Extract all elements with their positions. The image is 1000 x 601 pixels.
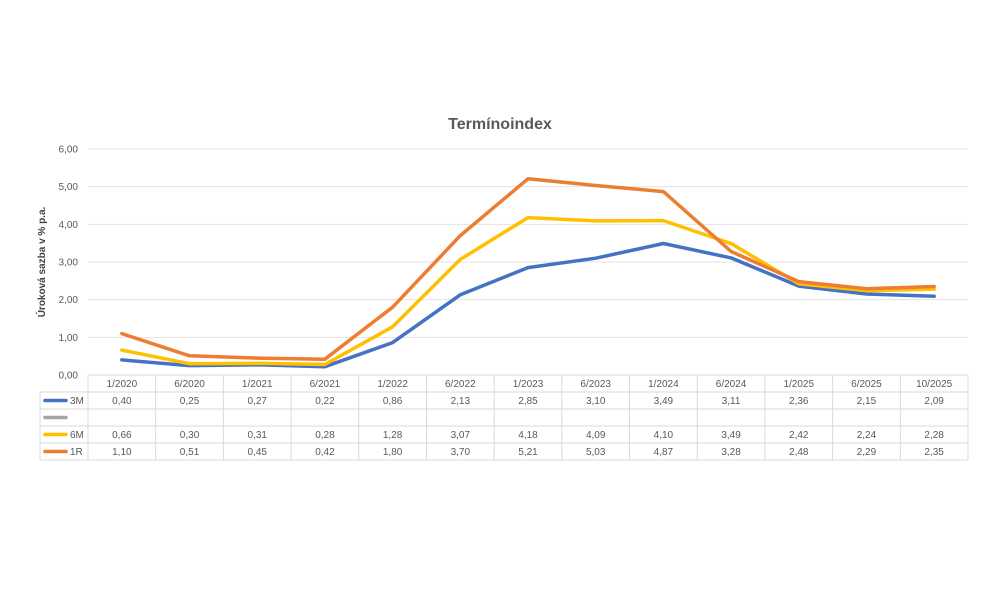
x-tick-label: 1/2023 — [513, 379, 544, 390]
table-cell-value: 0,51 — [180, 447, 200, 458]
table-cell-value: 0,66 — [112, 430, 132, 441]
x-tick-label: 10/2025 — [916, 379, 953, 390]
table-cell-value: 4,10 — [654, 430, 674, 441]
data-table: 1/2020 6/2020 1/2021 6/2021 1/2022 6/2022 1/20… — [39, 374, 969, 461]
table-cell-value: 2,29 — [857, 447, 877, 458]
legend-label: 3M — [70, 396, 84, 407]
y-tick-label: 3,00 — [59, 258, 79, 269]
table-cell-value: 1,80 — [383, 447, 403, 458]
table-cell-value: 2,35 — [924, 447, 944, 458]
series-lines — [120, 177, 936, 369]
table-cell-value: 0,45 — [247, 447, 267, 458]
x-tick-label: 6/2021 — [310, 379, 341, 390]
x-tick-label: 1/2025 — [783, 379, 814, 390]
table-cell-value: 2,09 — [924, 396, 944, 407]
table-cell-value: 0,86 — [383, 396, 403, 407]
table-cell-value: 1,10 — [112, 447, 132, 458]
x-tick-label: 1/2020 — [107, 379, 138, 390]
y-tick-label: 1,00 — [59, 333, 79, 344]
series-line-6m — [120, 215, 936, 367]
table-cell-value: 0,27 — [247, 396, 267, 407]
y-tick-label: 4,00 — [59, 220, 79, 231]
table-cell-value: 4,09 — [586, 430, 606, 441]
table-cell-value: 5,21 — [518, 447, 538, 458]
table-cell-value: 4,87 — [654, 447, 674, 458]
gridlines — [88, 148, 968, 376]
table-cell-value: 0,28 — [315, 430, 335, 441]
table-cell-value: 2,42 — [789, 430, 809, 441]
table-cell-value: 3,07 — [451, 430, 471, 441]
x-tick-label: 6/2025 — [851, 379, 882, 390]
table-cell-value: 3,10 — [586, 396, 606, 407]
table-cell-value: 1,28 — [383, 430, 403, 441]
table-cell-value: 3,28 — [721, 447, 741, 458]
series-line-1r — [120, 177, 936, 361]
table-cell-value: 0,31 — [247, 430, 267, 441]
x-tick-label: 1/2022 — [377, 379, 408, 390]
table-cell-value: 3,49 — [721, 430, 741, 441]
table-cell-value: 2,15 — [857, 396, 877, 407]
table-cell-value: 0,40 — [112, 396, 132, 407]
table-cell-value: 0,25 — [180, 396, 200, 407]
y-tick-label: 5,00 — [59, 182, 79, 193]
x-tick-label: 6/2022 — [445, 379, 476, 390]
x-tick-label: 1/2024 — [648, 379, 679, 390]
x-tick-label: 6/2023 — [580, 379, 611, 390]
table-cell-value: 3,49 — [654, 396, 674, 407]
y-tick-label: 0,00 — [59, 371, 79, 382]
table-cell-value: 2,28 — [924, 430, 944, 441]
x-tick-label: 6/2024 — [716, 379, 747, 390]
table-cell-value: 3,70 — [451, 447, 471, 458]
y-tick-label: 6,00 — [59, 145, 79, 156]
table-cell-value: 2,36 — [789, 396, 809, 407]
legend-label: 6M — [70, 430, 84, 441]
y-tick-label: 2,00 — [59, 295, 79, 306]
table-cell-value: 0,30 — [180, 430, 200, 441]
table-cell-value: 2,24 — [857, 430, 877, 441]
legend-label: 1R — [70, 447, 83, 458]
chart-title: Termínoindex — [448, 116, 552, 133]
y-axis-label: Úroková sazba v % p.a. — [35, 206, 48, 317]
table-cell-value: 0,22 — [315, 396, 335, 407]
table-cell-value: 3,11 — [722, 396, 741, 407]
x-tick-label: 6/2020 — [174, 379, 205, 390]
table-cell-value: 2,13 — [451, 396, 471, 407]
table-cell-value: 4,18 — [518, 430, 538, 441]
table-cell-value: 2,48 — [789, 447, 809, 458]
y-axis-ticks: 0,00 1,00 2,00 3,00 4,00 5,00 6,00 — [59, 145, 79, 382]
table-cell-value: 5,03 — [586, 447, 606, 458]
table-cell-value: 0,42 — [315, 447, 335, 458]
table-cell-value: 2,85 — [518, 396, 538, 407]
x-tick-label: 1/2021 — [242, 379, 273, 390]
